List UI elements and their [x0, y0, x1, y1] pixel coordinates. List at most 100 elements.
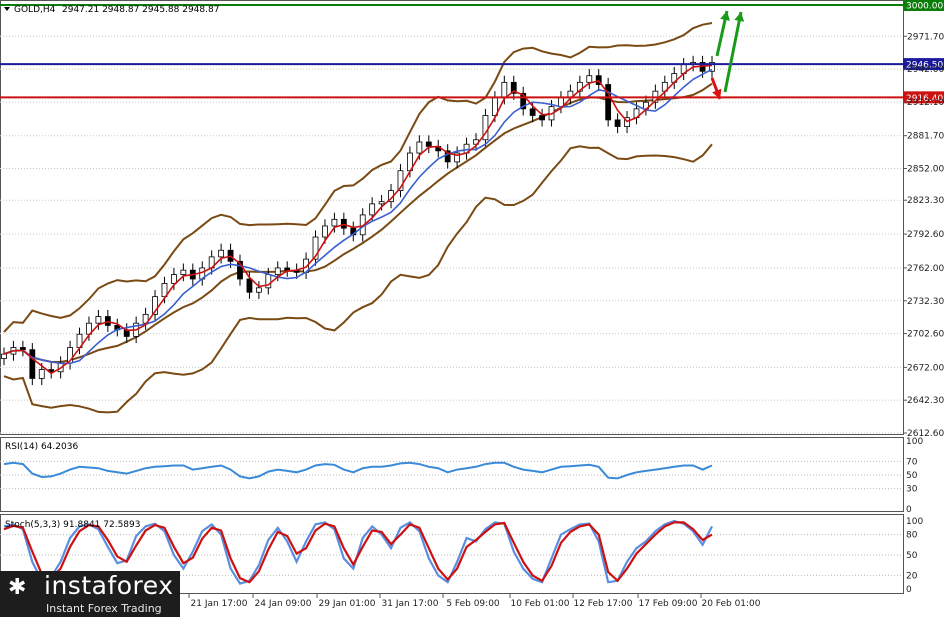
candle-body: [180, 269, 187, 275]
candle-body: [444, 150, 451, 163]
chart-header: GOLD,H4 2947.21 2948.87 2945.88 2948.87: [4, 5, 219, 15]
y-tick-label: 2642.30: [907, 396, 944, 406]
candle-body: [614, 119, 621, 127]
candle-body: [218, 249, 225, 258]
x-tick-label: 12 Feb 17:00: [573, 599, 632, 609]
rsi-tick-label: 30: [906, 485, 918, 495]
candle-body: [529, 108, 536, 116]
bollinger-lower: [3, 143, 713, 414]
candle-body: [331, 218, 338, 227]
candle-body: [539, 115, 545, 121]
stoch-tick-label: 20: [906, 571, 918, 581]
price-axis: 2971.70 2942.00 2912.10 2881.70 2852.00 2823.…: [903, 32, 944, 439]
stoch-main-line: [3, 519, 713, 585]
candle-body: [246, 278, 253, 293]
candle-body: [142, 313, 149, 324]
level-tag: [903, 91, 944, 104]
candle-body: [161, 283, 168, 298]
triangle-down-icon: [4, 7, 10, 11]
rsi-tick-label: 0: [906, 505, 912, 515]
symbol-label: GOLD,H4: [14, 5, 56, 15]
level-tag: [903, 58, 944, 71]
up-arrow-2-shaft: [723, 11, 743, 93]
candle-body: [378, 201, 385, 205]
stoch-tick-label: 0: [906, 585, 912, 595]
x-tick-label: 20 Feb 01:00: [701, 599, 760, 609]
candle-body: [312, 236, 319, 260]
y-tick-label: 2852.00: [907, 165, 944, 175]
brand-name: instaforex: [44, 571, 174, 600]
panel-frames: [0, 0, 904, 594]
candle-body: [19, 347, 26, 351]
rsi-indicator: 100 70 50 30 0: [0, 437, 923, 515]
candle-body: [425, 141, 432, 147]
level-tag-label: 3000.00: [906, 2, 943, 12]
candle-body: [416, 141, 423, 154]
price-panel: [0, 0, 904, 435]
grid: [0, 35, 903, 434]
ma-blue-line: [3, 68, 713, 365]
y-tick-label: 2762.00: [907, 264, 944, 274]
candle-body: [237, 260, 243, 280]
candle-body: [255, 287, 262, 293]
rsi-tick-label: 70: [906, 457, 918, 467]
candle-body: [397, 170, 404, 192]
level-tag-label: 2916.40: [906, 94, 943, 104]
candle-body: [152, 296, 158, 315]
y-tick-label: 2823.30: [907, 196, 944, 206]
stoch-signal-line: [3, 521, 713, 584]
candle-body: [38, 369, 45, 379]
stoch-tick-label: 100: [906, 517, 923, 527]
ohlc-values: 2947.21 2948.87 2945.88 2948.87: [62, 5, 219, 15]
candle-body: [369, 203, 376, 216]
y-tick-label: 2881.70: [907, 132, 944, 142]
rsi-label: RSI(14) 64.2036: [5, 442, 78, 452]
candle-body: [586, 75, 593, 83]
y-tick-label: 2912.10: [907, 98, 944, 108]
stoch-tick-label: 80: [906, 531, 918, 541]
instaforex-logo-icon: ✱: [8, 575, 27, 600]
rsi-tick-label: 50: [906, 471, 918, 481]
candle-body: [1, 353, 7, 359]
candle-body: [284, 267, 291, 271]
forecast-arrows: [710, 10, 745, 100]
y-tick-label: 2942.00: [907, 65, 944, 75]
rsi-tick-label: 100: [906, 437, 923, 447]
moving-averages: [3, 64, 713, 375]
candle-body: [501, 81, 508, 99]
time-axis: 21 Jan 17:00 24 Jan 09:00 29 Jan 01:00 31 J…: [188, 594, 761, 609]
down-arrow-head: [712, 88, 722, 99]
candle-body: [274, 267, 281, 275]
candle-body: [520, 92, 527, 110]
x-tick-label: 29 Jan 01:00: [319, 599, 376, 609]
candle-body: [29, 349, 36, 379]
candle-body: [709, 62, 715, 72]
candle-body: [322, 225, 328, 238]
candle-body: [605, 84, 612, 121]
candle-body: [510, 81, 517, 94]
x-tick-label: 21 Jan 17:00: [191, 599, 248, 609]
y-tick-label: 2792.60: [907, 230, 944, 240]
x-tick-label: 31 Jan 17:00: [382, 599, 439, 609]
stoch-tick-label: 50: [906, 551, 918, 561]
horizontal-levels: 3000.00 2946.50 2916.40: [0, 0, 944, 104]
candle-body: [171, 274, 177, 284]
y-tick-label: 2672.00: [907, 363, 944, 373]
x-tick-label: 24 Jan 09:00: [255, 599, 312, 609]
stoch-label: Stoch(5,3,3) 91.8841 72.5893: [5, 520, 140, 530]
y-tick-label: 2612.60: [907, 429, 944, 439]
up-arrow-1-head: [720, 11, 730, 21]
y-tick-label: 2732.30: [907, 297, 944, 307]
x-tick-label: 10 Feb 01:00: [510, 599, 569, 609]
level-tag-label: 2946.50: [906, 61, 943, 71]
x-tick-label: 17 Feb 09:00: [638, 599, 697, 609]
y-tick-label: 2702.60: [907, 330, 944, 340]
candle-body: [95, 316, 102, 324]
x-tick-label: 5 Feb 09:00: [446, 599, 500, 609]
candle-body: [454, 152, 461, 163]
ma-red-line: [3, 64, 713, 375]
level-tag: [903, 0, 944, 11]
rsi-line: [3, 461, 713, 480]
bollinger-upper: [3, 22, 713, 333]
